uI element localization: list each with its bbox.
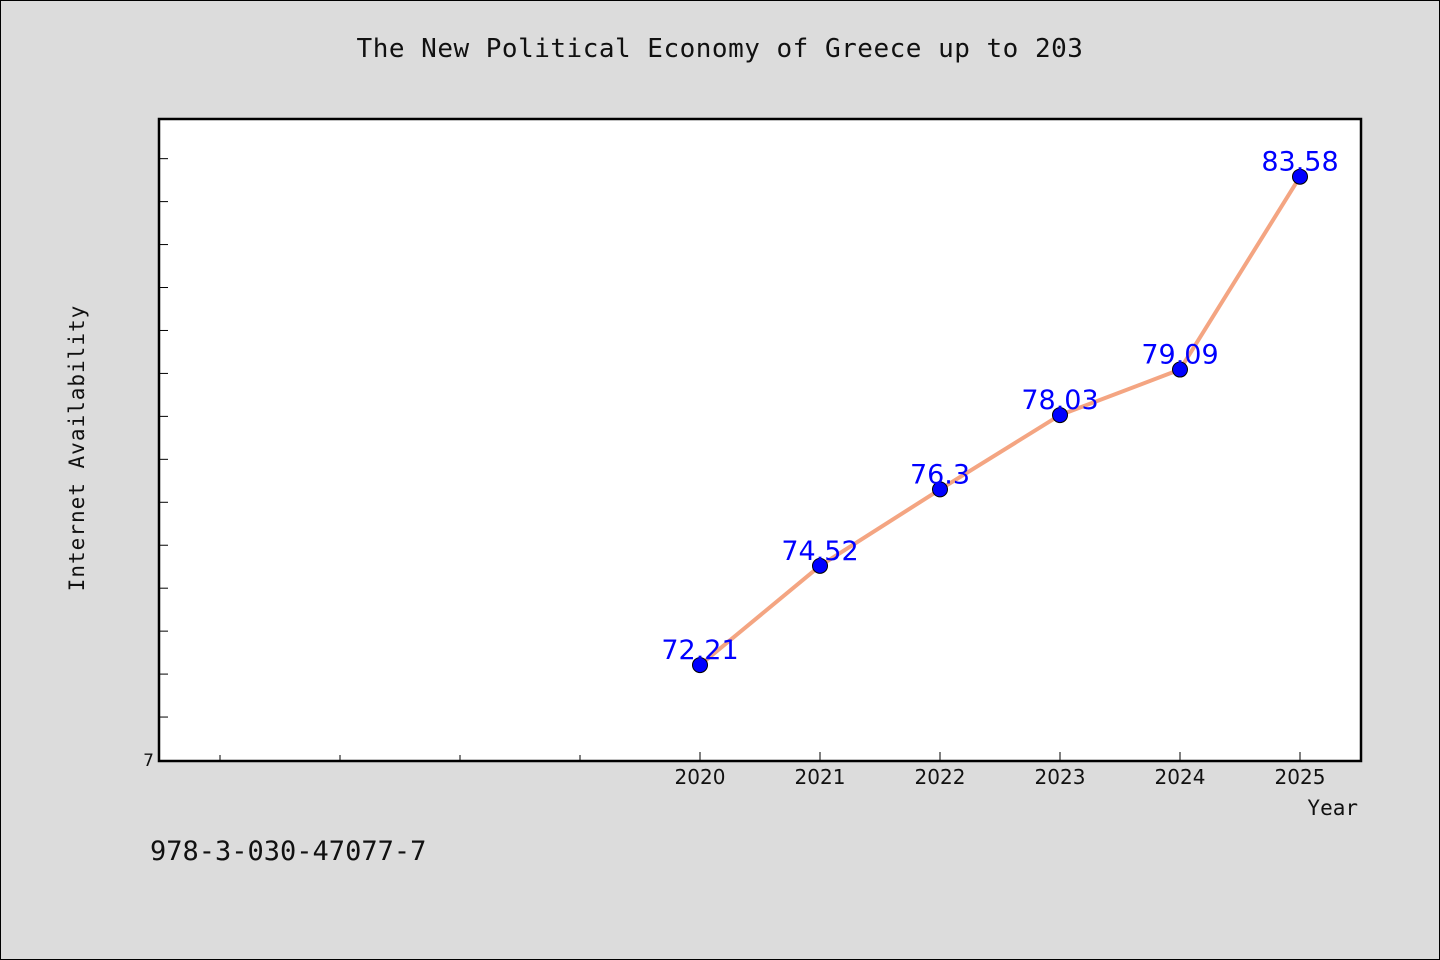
- data-label: 83.58: [1261, 147, 1338, 178]
- y-tick-label: 7: [143, 751, 154, 771]
- x-tick-label: 2024: [1155, 765, 1206, 789]
- data-label: 74.52: [781, 536, 858, 567]
- data-point: [812, 557, 828, 574]
- data-label: 76.3: [910, 459, 970, 490]
- data-point: [1052, 407, 1068, 424]
- y-axis-ticks: 7: [143, 158, 168, 771]
- data-label: 78.03: [1021, 385, 1098, 416]
- x-tick-label: 2022: [915, 765, 966, 789]
- data-point: [932, 481, 948, 498]
- x-tick-label: 2021: [795, 765, 846, 789]
- data-point: [1172, 361, 1188, 378]
- x-tick-label: 2025: [1275, 765, 1326, 789]
- plot-area: [157, 117, 1363, 763]
- x-tick-label: 2023: [1035, 765, 1086, 789]
- chart-title: The New Political Economy of Greece up t…: [356, 34, 1084, 64]
- x-axis-label: Year: [1307, 796, 1358, 820]
- footnote-isbn: 978-3-030-47077-7: [150, 836, 427, 867]
- data-label: 72.21: [661, 635, 738, 666]
- x-axis-ticks: 2020 2021 2022 2023 2024 2025: [219, 752, 1326, 789]
- data-point: [692, 657, 708, 674]
- x-tick-label: 2020: [675, 765, 726, 789]
- series-layer: 72.21 74.52 76.3 78.03 79.09 83.58: [661, 147, 1339, 674]
- series-line: [698, 174, 1302, 668]
- data-label: 79.09: [1141, 340, 1218, 371]
- data-point: [1292, 168, 1308, 185]
